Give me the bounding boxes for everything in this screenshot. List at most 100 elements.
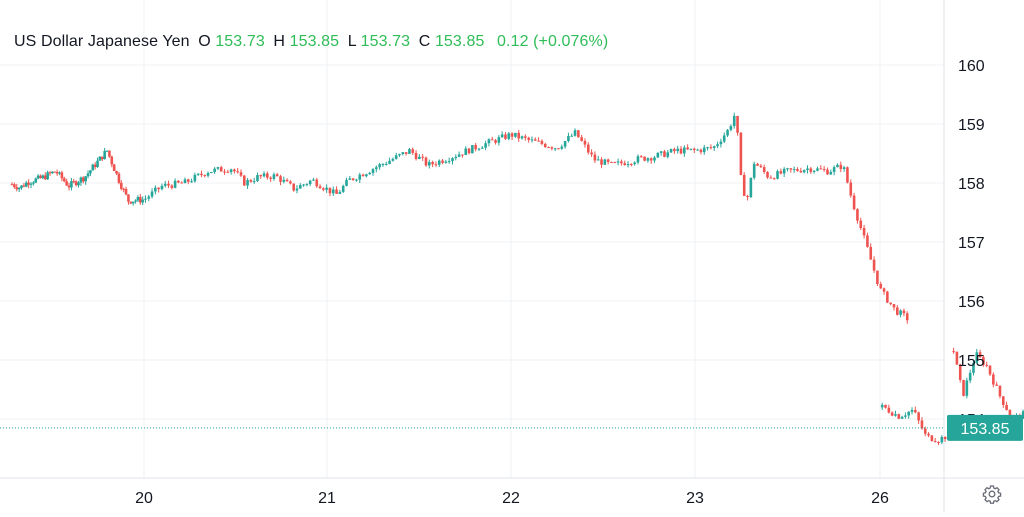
candle-body — [292, 183, 295, 191]
candle-body — [524, 136, 527, 138]
candle-body — [872, 259, 876, 271]
candle-body — [1001, 396, 1005, 405]
candle-body — [669, 149, 673, 153]
candle-body — [792, 169, 796, 171]
candle-body — [1021, 411, 1024, 419]
candle-body — [210, 171, 213, 173]
candle-body — [626, 163, 630, 166]
candle-body — [726, 129, 729, 136]
candle-body — [620, 161, 623, 164]
candle-body — [136, 197, 140, 201]
candle-body — [799, 170, 803, 173]
candle-body — [809, 168, 813, 172]
candle-body — [943, 436, 947, 439]
candle-body — [500, 134, 504, 138]
candle-body — [975, 352, 979, 363]
price-tick-label: 158 — [958, 176, 985, 193]
candle-body — [96, 160, 99, 168]
legend-symbol-title: US Dollar Japanese Yen — [14, 33, 190, 50]
price-tick-label: 159 — [958, 117, 985, 134]
legend-open-value: 153.73 — [215, 33, 265, 50]
candle-body — [358, 174, 362, 180]
candle-body — [882, 288, 886, 292]
candle-body — [105, 150, 109, 152]
candle-body — [371, 169, 375, 173]
candle-body — [487, 139, 491, 144]
candle-body — [338, 191, 342, 194]
candle-body — [93, 164, 97, 168]
candle-body — [914, 409, 917, 413]
candle-body — [998, 385, 1002, 397]
candle-body — [982, 357, 985, 365]
candle-body — [490, 139, 494, 141]
candle-body — [384, 163, 388, 165]
candle-body — [540, 140, 544, 144]
candle-body — [889, 302, 892, 305]
candle-body — [706, 147, 709, 149]
candle-body — [920, 420, 924, 429]
candle-body — [81, 177, 85, 182]
candle-body — [345, 179, 348, 186]
gear-icon[interactable] — [982, 484, 1002, 504]
candle-body — [10, 184, 14, 186]
candle-body — [663, 151, 666, 157]
candle-body — [819, 168, 823, 170]
legend-close-label: C — [418, 33, 431, 50]
candle-body — [822, 169, 826, 171]
time-tick-label: 22 — [502, 490, 520, 507]
candle-body — [91, 164, 95, 171]
candle-body — [252, 181, 256, 183]
candle-body — [147, 196, 151, 199]
candle-body — [163, 183, 167, 186]
candle-body — [586, 144, 590, 153]
candle-body — [965, 380, 969, 396]
candle-body — [985, 364, 989, 366]
candle-body — [639, 156, 643, 158]
candle-body — [27, 182, 30, 185]
candle-body — [676, 148, 680, 152]
candle-body — [955, 351, 959, 365]
candle-body — [186, 179, 190, 182]
candle-body — [869, 246, 873, 260]
candle-body — [836, 164, 839, 168]
candle-body — [424, 157, 428, 166]
candle-body — [150, 191, 154, 197]
candle-body — [756, 163, 759, 166]
candle-body — [746, 195, 749, 198]
candle-body — [51, 171, 54, 174]
legend-high-label: H — [273, 33, 286, 50]
price-tick-label: 155 — [958, 353, 985, 370]
candle-body — [699, 149, 703, 153]
candle-body — [879, 283, 883, 289]
candle-body — [553, 148, 557, 150]
candle-body — [43, 175, 47, 180]
candle-body — [736, 115, 739, 133]
price-tick-label: 157 — [958, 235, 985, 252]
candle-body — [289, 181, 292, 184]
candle-body — [719, 141, 723, 145]
candle-body — [852, 195, 856, 210]
candle-body — [826, 169, 829, 175]
candle-body — [610, 161, 613, 163]
candle-body — [381, 164, 385, 166]
candle-body — [41, 175, 45, 179]
candle-body — [103, 151, 106, 160]
candle-body — [206, 172, 210, 176]
candle-body — [134, 200, 137, 202]
candle-body — [249, 180, 253, 182]
candle-body — [895, 307, 899, 315]
candle-body — [139, 197, 142, 203]
candle-body — [305, 184, 309, 186]
candle-body — [762, 167, 766, 172]
candle-body — [55, 171, 59, 174]
candle-body — [295, 188, 299, 191]
candle-body — [507, 133, 511, 139]
candle-body — [170, 185, 174, 188]
candle-body — [673, 149, 676, 152]
candle-body — [144, 198, 147, 200]
candle-body — [686, 147, 689, 150]
